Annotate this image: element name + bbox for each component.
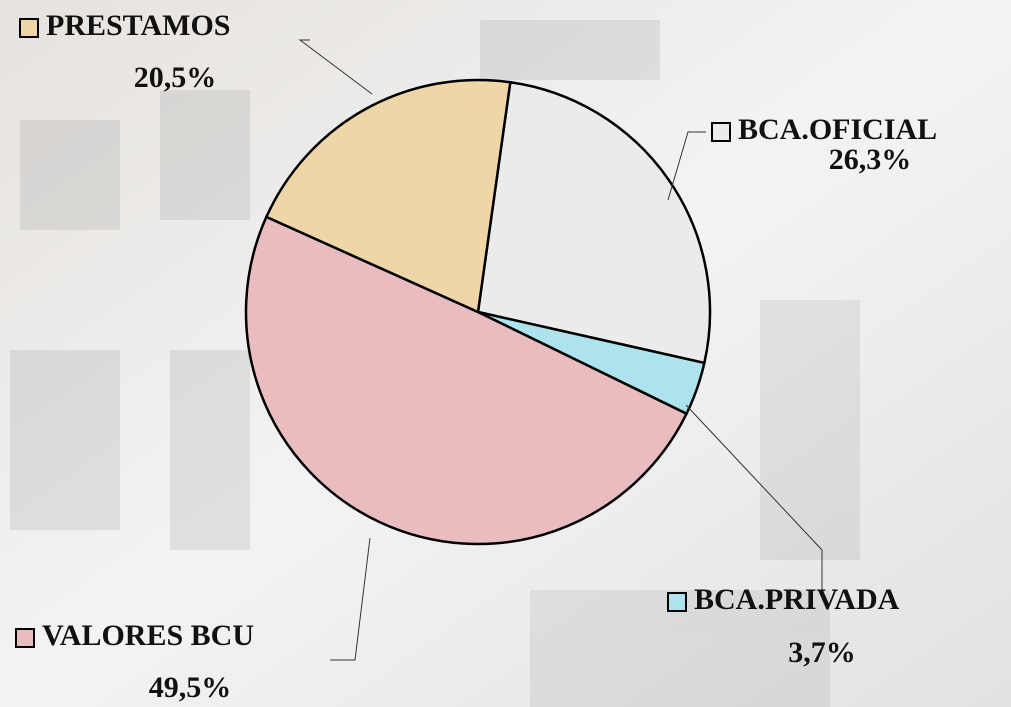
slice-name: BCA.PRIVADA: [694, 583, 900, 616]
slice-name: VALORES BCU: [42, 619, 254, 652]
slice-value-label: 26,3%: [829, 143, 912, 176]
slice-name: BCA.OFICIAL: [738, 113, 937, 146]
chart: BCA.OFICIAL26,3% BCA.PRIVADA 3,7% VALORES B…: [0, 0, 1011, 707]
slice-name: PRESTAMOS: [46, 9, 230, 42]
legend-swatch: [712, 123, 730, 141]
legend-swatch: [20, 19, 38, 37]
slice-value-label: 49,5%: [149, 671, 232, 704]
page: {"chart_data": {"type": "pie", "categori…: [0, 0, 1011, 707]
legend-swatch: [16, 629, 34, 647]
slice-value-label: 3,7%: [788, 636, 856, 669]
legend-swatch: [668, 593, 686, 611]
slice-value-label: 20,5%: [134, 61, 217, 94]
